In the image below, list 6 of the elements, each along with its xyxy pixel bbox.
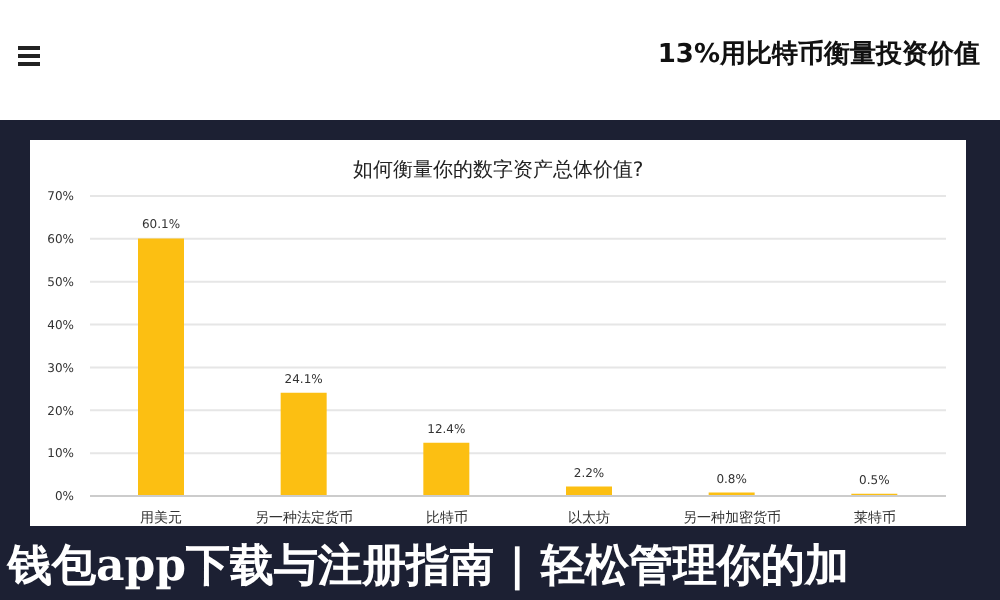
bar: [280, 392, 327, 496]
text: 13%用比特币衡量投资价值: [657, 37, 980, 72]
text: 钱包app下载与注册指南 | 轻松管理你的加: [8, 538, 849, 596]
bar: [138, 238, 184, 496]
bar: [423, 442, 470, 496]
chart-title: 如何衡量你的数字资产总体价值?: [350, 157, 646, 184]
